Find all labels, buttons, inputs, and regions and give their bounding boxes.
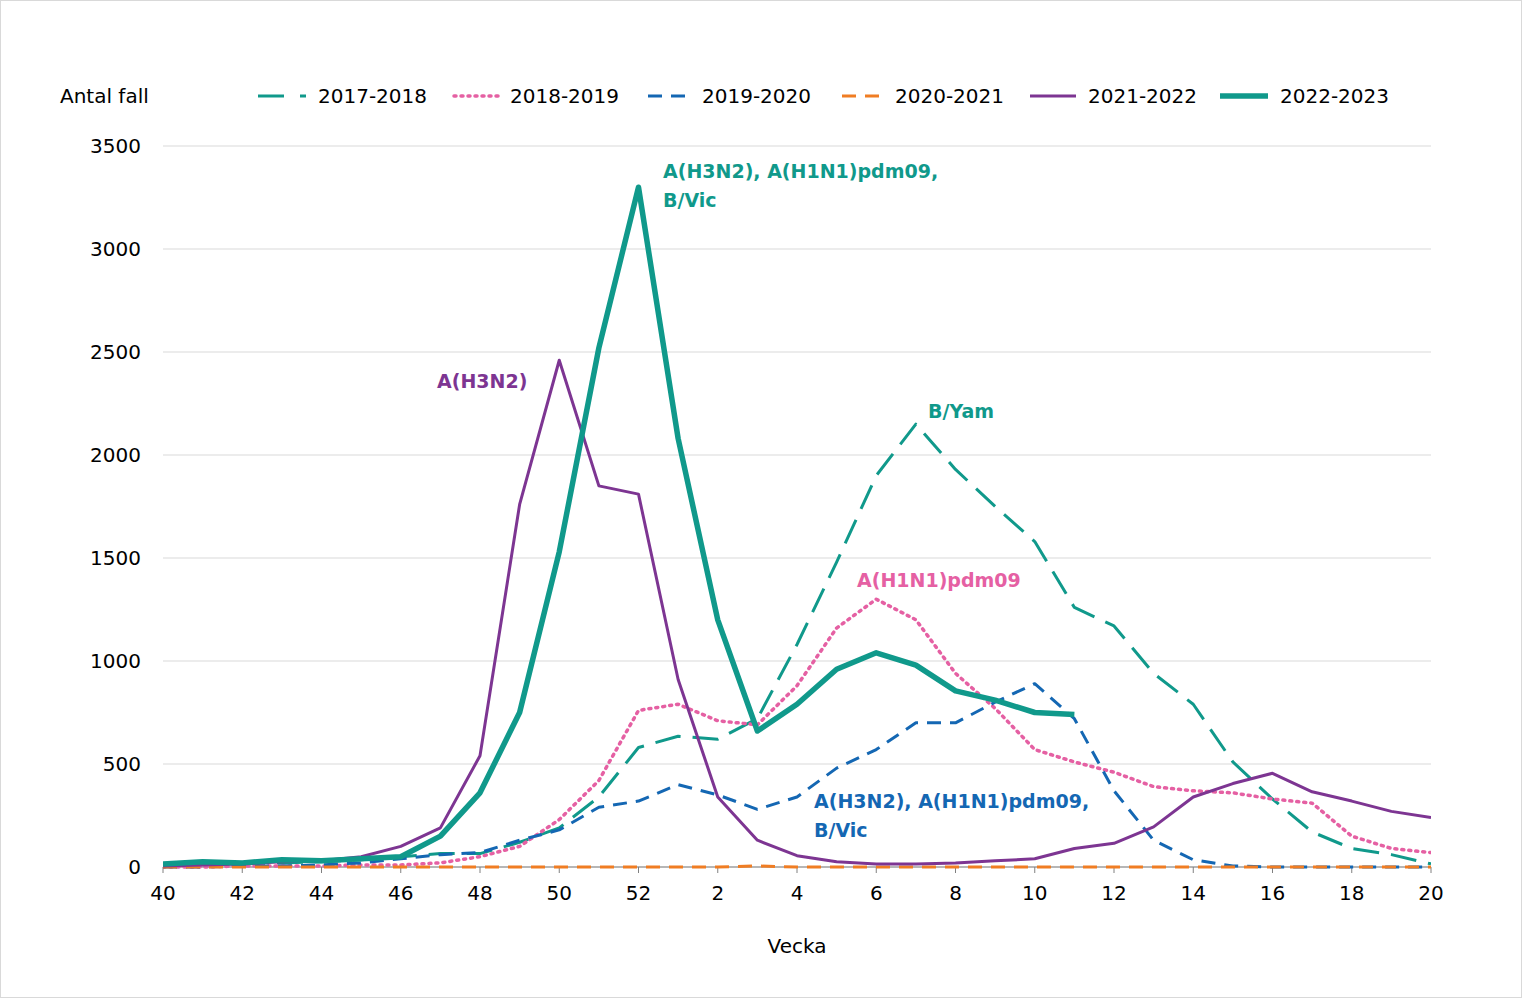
series-line (163, 187, 1074, 864)
legend-label: 2019-2020 (702, 84, 811, 108)
chart: 0500100015002000250030003500404244464850… (0, 0, 1522, 998)
x-tick (480, 867, 481, 873)
grid-line (163, 661, 1431, 662)
x-tick-label: 8 (949, 881, 962, 905)
legend-item: 2021-2022 (1030, 84, 1197, 108)
x-axis (163, 867, 1431, 868)
x-tick-label: 20 (1418, 881, 1443, 905)
series-line (163, 424, 1431, 865)
x-tick-label: 2 (711, 881, 724, 905)
y-tick-label: 500 (103, 752, 141, 776)
legend-swatch (648, 95, 690, 98)
legend-item: 2019-2020 (648, 84, 811, 108)
y-tick-label: 3000 (90, 237, 141, 261)
annotation: A(H3N2) (437, 370, 527, 392)
grid-line (163, 249, 1431, 250)
series-line (163, 684, 1431, 867)
legend-label: 2021-2022 (1088, 84, 1197, 108)
y-tick-label: 1000 (90, 649, 141, 673)
legend-item: 2020-2021 (842, 84, 1004, 108)
legend-item: 2018-2019 (454, 84, 619, 108)
x-tick-label: 42 (230, 881, 255, 905)
legend-item: 2022-2023 (1220, 84, 1389, 108)
series-line (163, 866, 1431, 867)
legend-swatch (258, 95, 306, 98)
grid-line (163, 146, 1431, 147)
y-tick-label: 1500 (90, 546, 141, 570)
annotation: B/Yam (928, 400, 994, 422)
legend-label: 2018-2019 (510, 84, 619, 108)
y-tick-label: 2000 (90, 443, 141, 467)
legend-label: 2017-2018 (318, 84, 427, 108)
annotation: B/Vic (663, 189, 717, 211)
legend-swatch (1220, 93, 1268, 99)
x-tick-label: 44 (309, 881, 334, 905)
grid-line (163, 352, 1431, 353)
annotation: A(H3N2), A(H1N1)pdm09, (663, 160, 938, 182)
x-tick-label: 12 (1101, 881, 1126, 905)
plot-area (163, 187, 1431, 867)
annotation: A(H1N1)pdm09 (857, 569, 1021, 591)
annotation: B/Vic (814, 819, 868, 841)
x-axis-title: Vecka (768, 934, 827, 958)
legend-swatch (1030, 95, 1076, 98)
x-tick-label: 40 (150, 881, 175, 905)
x-tick-label: 46 (388, 881, 413, 905)
legend-label: 2022-2023 (1280, 84, 1389, 108)
x-tick (1193, 867, 1194, 873)
grid-line (163, 558, 1431, 559)
grid-line (163, 867, 1431, 868)
grid-line (163, 764, 1431, 765)
legend-swatch (842, 95, 883, 98)
x-tick (1034, 867, 1035, 873)
y-tick-label: 2500 (90, 340, 141, 364)
x-tick-label: 52 (626, 881, 651, 905)
chart-border (1, 1, 1522, 998)
x-tick (638, 867, 639, 873)
legend-swatch (454, 94, 498, 98)
x-tick-label: 10 (1022, 881, 1047, 905)
legend-label: 2020-2021 (895, 84, 1004, 108)
x-tick-label: 18 (1339, 881, 1364, 905)
x-tick-label: 4 (791, 881, 804, 905)
y-tick-label: 3500 (90, 134, 141, 158)
series-line (163, 599, 1431, 867)
x-tick-label: 6 (870, 881, 883, 905)
y-tick-label: 0 (128, 855, 141, 879)
x-tick (321, 867, 322, 873)
legend-item: 2017-2018 (258, 84, 427, 108)
grid-line (163, 455, 1431, 456)
x-tick-label: 16 (1260, 881, 1285, 905)
series-line (163, 360, 1431, 866)
annotation: A(H3N2), A(H1N1)pdm09, (814, 790, 1089, 812)
x-tick-label: 50 (547, 881, 572, 905)
x-tick-label: 14 (1181, 881, 1206, 905)
y-axis-title: Antal fall (60, 84, 149, 108)
x-tick-label: 48 (467, 881, 492, 905)
